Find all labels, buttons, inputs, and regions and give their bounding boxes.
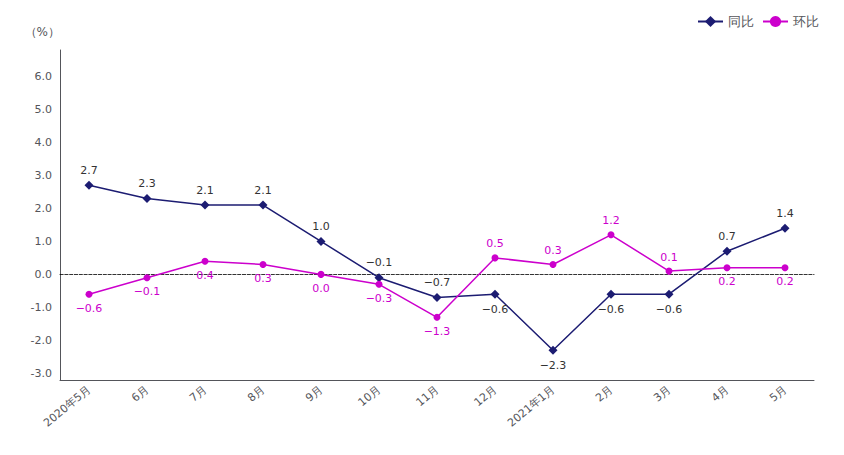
- svg-text:1.4: 1.4: [776, 207, 794, 220]
- svg-text:1.0: 1.0: [35, 235, 53, 248]
- svg-text:2.1: 2.1: [254, 184, 272, 197]
- svg-text:-1.0: -1.0: [31, 301, 52, 314]
- svg-text:2.7: 2.7: [80, 164, 98, 177]
- svg-text:-2.0: -2.0: [31, 334, 52, 347]
- svg-text:环比: 环比: [793, 14, 819, 29]
- svg-text:12月: 12月: [472, 383, 500, 409]
- svg-text:8月: 8月: [245, 383, 267, 405]
- svg-text:−0.6: −0.6: [482, 303, 509, 316]
- svg-text:−0.6: −0.6: [656, 303, 683, 316]
- svg-text:2020年5月: 2020年5月: [41, 383, 93, 430]
- svg-text:0.2: 0.2: [718, 275, 736, 288]
- svg-text:4月: 4月: [709, 383, 731, 405]
- svg-text:10月: 10月: [356, 383, 384, 409]
- svg-text:（%）: （%）: [25, 25, 60, 39]
- svg-text:5月: 5月: [767, 383, 789, 405]
- svg-text:0.5: 0.5: [486, 237, 504, 250]
- svg-text:4.0: 4.0: [35, 136, 53, 149]
- svg-text:−0.6: −0.6: [76, 302, 103, 315]
- svg-text:1.2: 1.2: [602, 214, 620, 227]
- svg-text:1.0: 1.0: [312, 220, 330, 233]
- svg-text:−2.3: −2.3: [540, 359, 567, 372]
- svg-text:5.0: 5.0: [35, 103, 53, 116]
- svg-text:−1.3: −1.3: [424, 325, 451, 338]
- svg-text:0.0: 0.0: [35, 268, 53, 281]
- svg-text:11月: 11月: [414, 383, 442, 409]
- svg-text:0.1: 0.1: [660, 251, 678, 264]
- svg-text:3月: 3月: [651, 383, 673, 405]
- svg-text:−0.1: −0.1: [366, 256, 393, 269]
- svg-text:0.3: 0.3: [254, 272, 272, 285]
- svg-text:2.0: 2.0: [35, 202, 53, 215]
- svg-text:−0.7: −0.7: [424, 276, 451, 289]
- svg-text:2021年1月: 2021年1月: [505, 383, 557, 430]
- svg-text:2.1: 2.1: [196, 184, 214, 197]
- svg-text:0.4: 0.4: [196, 269, 214, 282]
- svg-text:3.0: 3.0: [35, 169, 53, 182]
- svg-text:0.7: 0.7: [718, 230, 736, 243]
- svg-text:2.3: 2.3: [138, 177, 156, 190]
- svg-text:0.0: 0.0: [312, 282, 330, 295]
- svg-text:−0.1: −0.1: [134, 285, 161, 298]
- svg-text:7月: 7月: [187, 383, 209, 405]
- svg-text:2月: 2月: [593, 383, 615, 405]
- svg-text:6.0: 6.0: [35, 70, 53, 83]
- svg-text:−0.6: −0.6: [598, 303, 625, 316]
- svg-text:0.3: 0.3: [544, 244, 562, 257]
- svg-text:6月: 6月: [129, 383, 151, 405]
- svg-text:-3.0: -3.0: [31, 367, 52, 380]
- svg-text:同比: 同比: [728, 14, 754, 29]
- svg-text:−0.3: −0.3: [366, 292, 393, 305]
- svg-text:0.2: 0.2: [776, 275, 794, 288]
- svg-text:9月: 9月: [303, 383, 325, 405]
